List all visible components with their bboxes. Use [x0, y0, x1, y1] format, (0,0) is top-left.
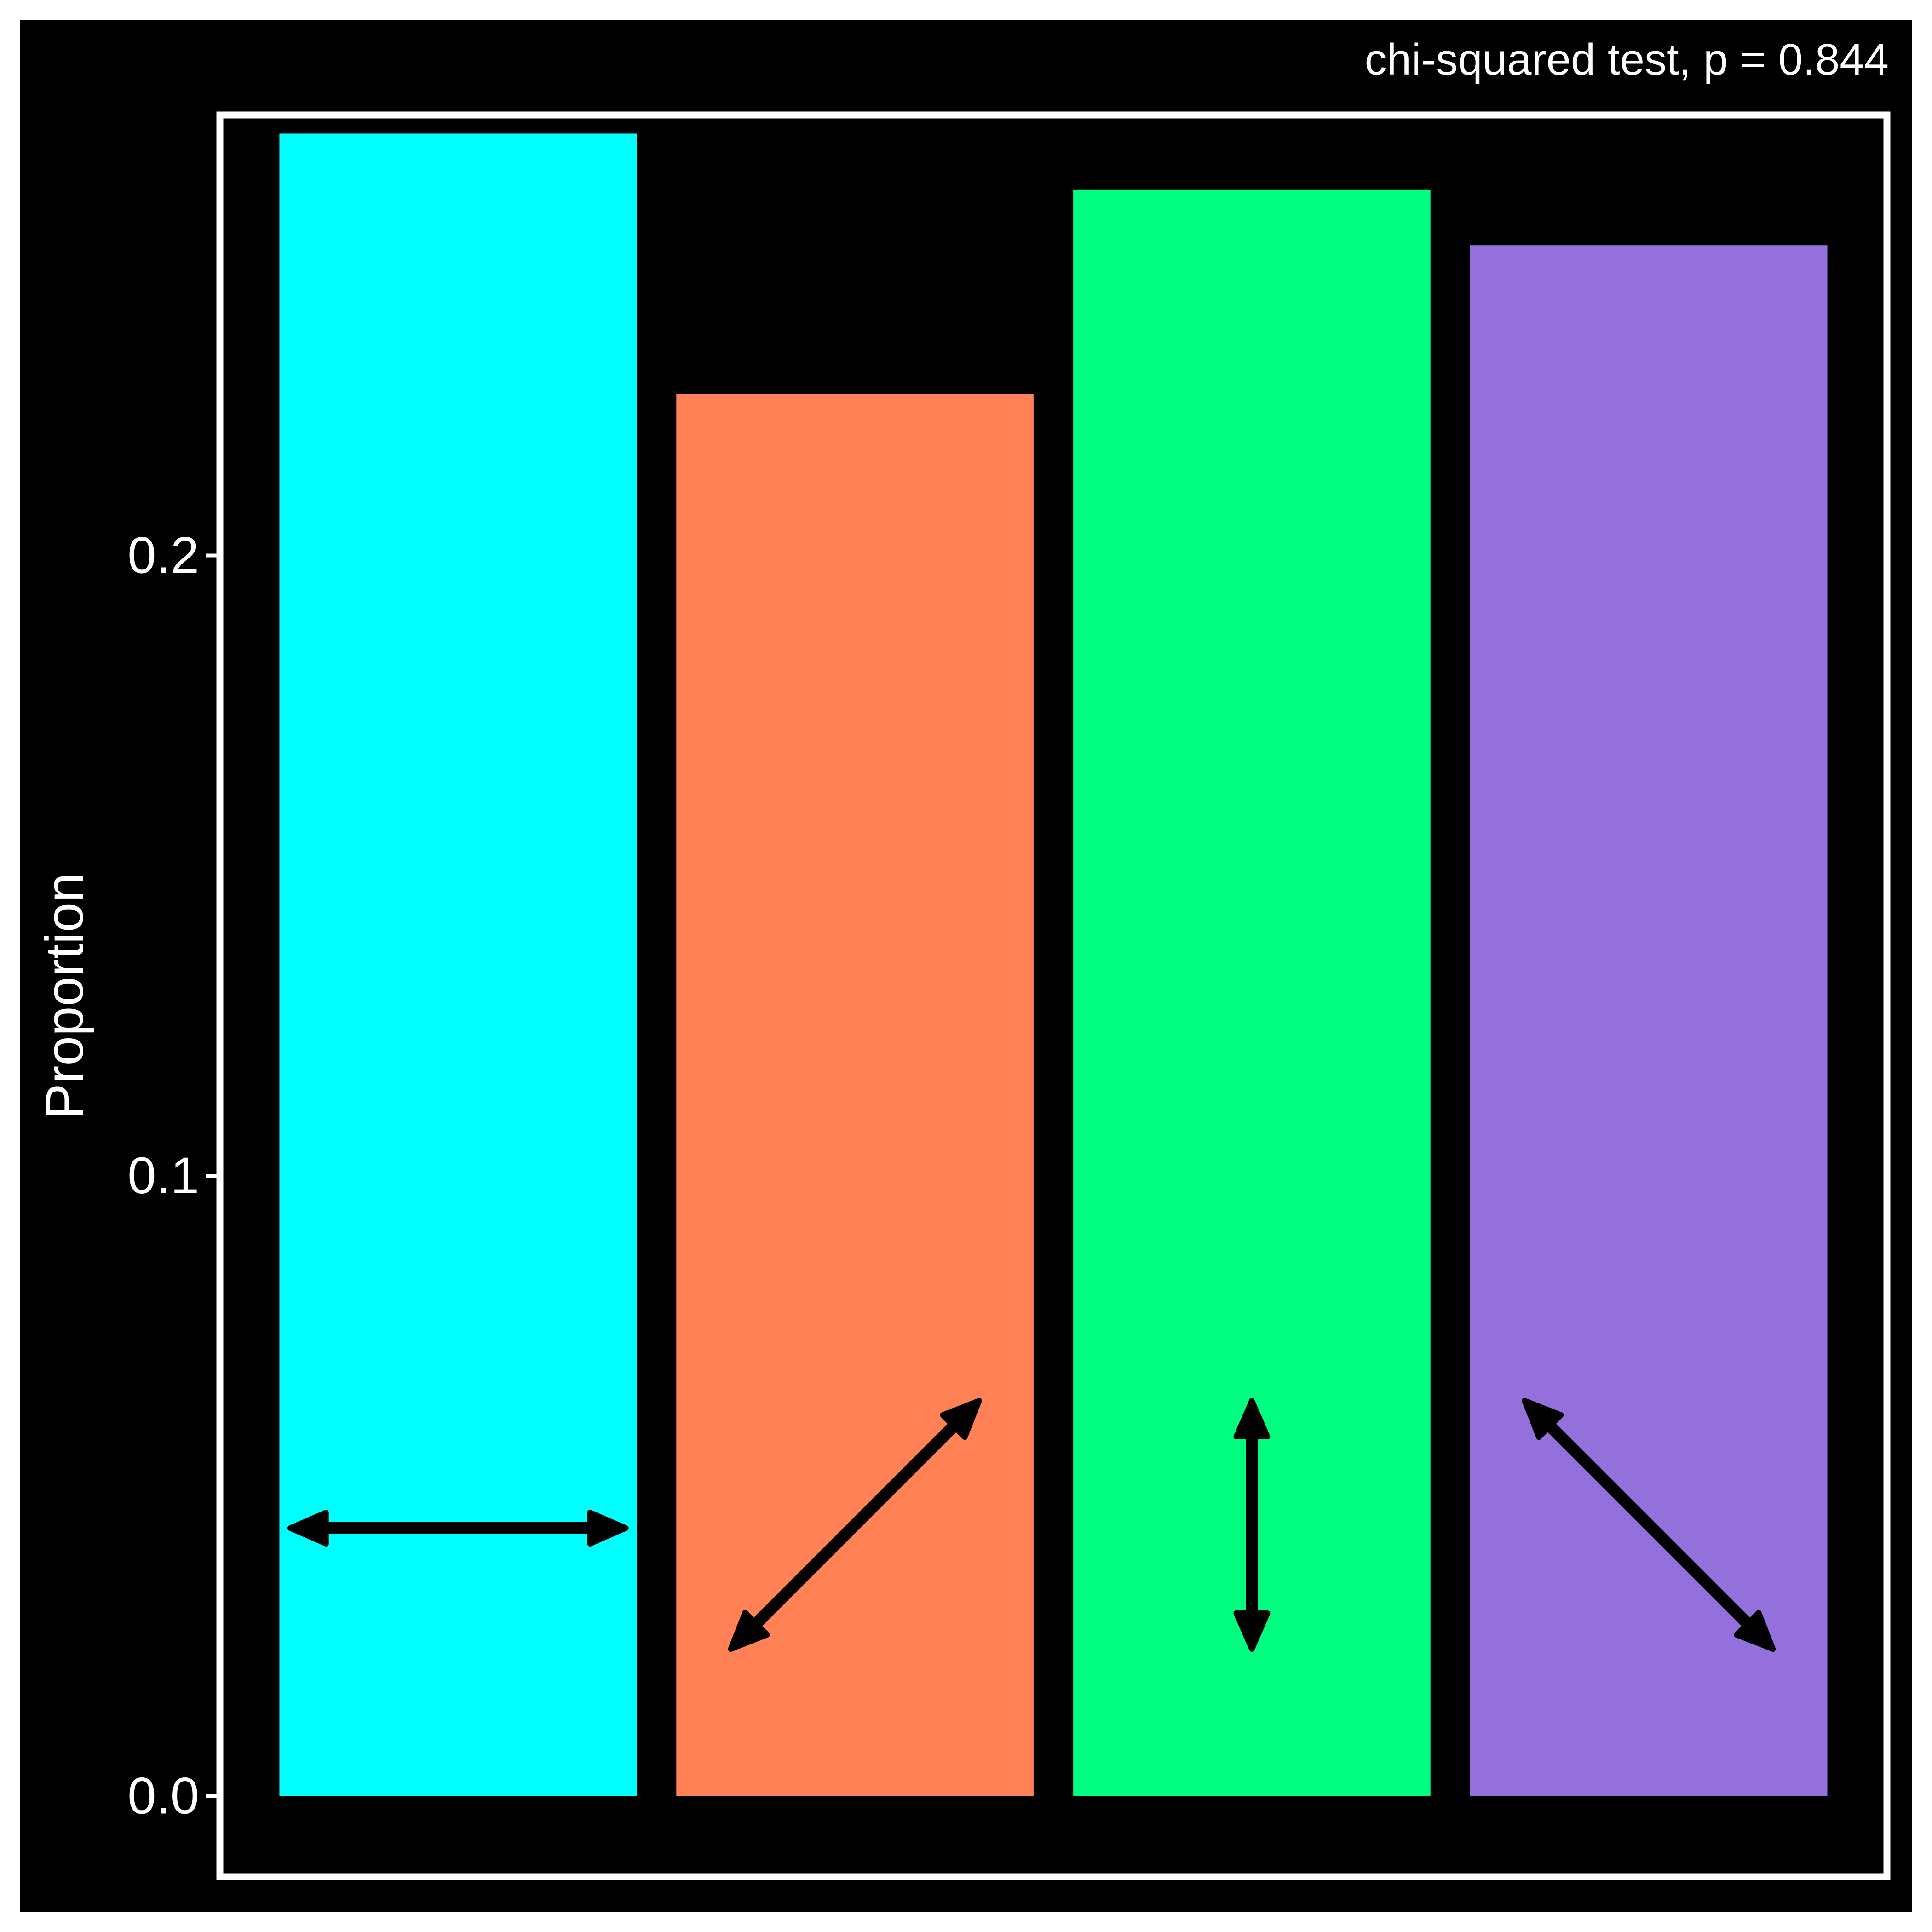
- bar-diagonal-up: [676, 394, 1034, 1796]
- horizontal-arrow-icon: [287, 1510, 629, 1547]
- y-tick-label: 0.1: [127, 1147, 199, 1204]
- y-tick-label: 0.2: [127, 527, 199, 584]
- bar-horizontal: [279, 133, 637, 1796]
- diagonal-up-arrow-icon: [728, 1398, 982, 1652]
- y-axis: 0.0 0.1 0.2: [127, 527, 220, 1825]
- chart-subtitle: chi-squared test, p = 0.844: [1365, 35, 1889, 84]
- diagonal-down-arrow-icon: [1522, 1398, 1776, 1652]
- arrow-icons-layer: [287, 1398, 1776, 1652]
- y-axis-label: Proportion: [34, 873, 94, 1119]
- bars-layer: [279, 133, 1828, 1796]
- plot-panel-border: [216, 111, 1891, 1880]
- y-tick-label: 0.0: [127, 1767, 199, 1825]
- bar-diagonal-down: [1470, 245, 1828, 1796]
- vertical-arrow-icon: [1233, 1398, 1271, 1652]
